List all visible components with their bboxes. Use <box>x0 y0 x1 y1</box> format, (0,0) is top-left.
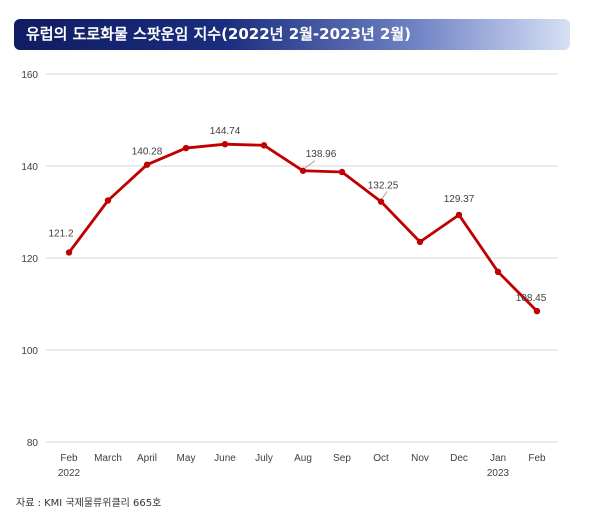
x-axis-ticks: Feb March April May June July Aug Sep Oct Nov Dec J… <box>58 453 546 479</box>
x-tick-label-12: Feb <box>528 453 546 464</box>
data-point-5 <box>260 142 268 149</box>
data-point-8 <box>377 198 385 205</box>
x-tick-label-8: Oct <box>373 453 389 464</box>
data-labels: 121.2 140.28 144.74 138.96 132.25 129.37 108.4… <box>48 126 546 304</box>
data-point-3 <box>182 144 190 152</box>
y-tick-label-120: 120 <box>21 254 38 265</box>
y-tick-label-140: 140 <box>21 162 38 173</box>
data-label-10: 129.37 <box>444 194 475 205</box>
data-point-7 <box>338 168 346 176</box>
data-label-2: 140.28 <box>132 147 163 158</box>
title-bar: 유럽의 도로화물 스팟운임 지수(2022년 2월-2023년 2월) <box>14 19 570 50</box>
data-label-12: 108.45 <box>516 293 547 304</box>
data-point-6 <box>299 167 307 174</box>
data-label-8: 132.25 <box>368 181 399 192</box>
x-tick-label-7: Sep <box>333 453 351 464</box>
x-tick-label-6: Aug <box>294 453 312 464</box>
x-year-label-2023: 2023 <box>487 468 510 479</box>
x-tick-label-2: April <box>137 453 157 464</box>
x-tick-label-1: March <box>94 453 122 464</box>
data-point-2 <box>143 161 151 168</box>
data-label-4: 144.74 <box>210 126 241 137</box>
y-axis-ticks: 80 100 120 140 160 <box>21 70 38 449</box>
data-point-4 <box>221 140 229 148</box>
series-layer <box>65 140 541 315</box>
data-label-6: 138.96 <box>306 149 337 160</box>
line-chart: 80 100 120 140 160 Feb March April May June July A… <box>21 70 558 479</box>
data-label-0: 121.2 <box>48 228 73 239</box>
data-point-11 <box>494 268 502 275</box>
source-note: 자료 : KMI 국제물류위클리 665호 <box>16 498 162 509</box>
x-tick-label-5: July <box>255 453 273 464</box>
data-point-9 <box>416 238 424 246</box>
y-tick-label-100: 100 <box>21 346 38 357</box>
y-tick-label-160: 160 <box>21 70 38 81</box>
x-tick-label-11: Jan <box>490 453 506 464</box>
leader-line-8 <box>381 191 388 199</box>
chart-area: 80 100 120 140 160 Feb March April May June July A… <box>14 58 584 483</box>
y-tick-label-80: 80 <box>27 438 39 449</box>
data-point-1 <box>104 197 112 204</box>
chart-title: 유럽의 도로화물 스팟운임 지수(2022년 2월-2023년 2월) <box>26 25 412 43</box>
x-tick-label-0: Feb <box>60 453 78 464</box>
x-tick-label-9: Nov <box>411 453 429 464</box>
x-tick-label-3: May <box>177 453 196 464</box>
data-point-10 <box>455 211 463 219</box>
grid-lines <box>46 73 558 443</box>
data-point-12 <box>533 307 541 315</box>
x-tick-label-10: Dec <box>450 453 468 464</box>
data-point-0 <box>65 249 73 256</box>
leader-line-6 <box>304 160 316 169</box>
x-year-label-2022: 2022 <box>58 468 81 479</box>
x-tick-label-4: June <box>214 453 236 464</box>
